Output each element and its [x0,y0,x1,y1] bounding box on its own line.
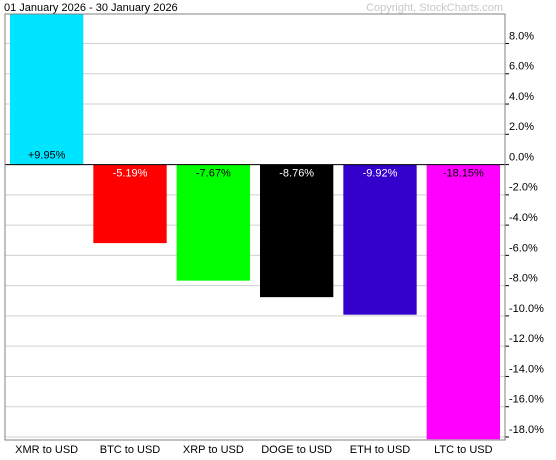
y-tick-label: 0.0% [509,151,534,163]
y-tick-label: -4.0% [509,212,538,224]
bar [176,164,250,281]
plot-border [4,13,506,441]
y-tick-label: -2.0% [509,182,538,194]
value-label: -5.19% [113,167,148,179]
y-tick-label: 6.0% [509,61,534,73]
x-tick-label: XRP to USD [183,444,244,456]
y-tick-label: -14.0% [509,363,544,375]
x-tick-label: DOGE to USD [261,444,332,456]
value-label: -8.76% [279,167,314,179]
y-tick-label: -10.0% [509,303,544,315]
x-tick-label: LTC to USD [434,444,493,456]
bar [93,164,167,244]
y-tick-label: -12.0% [509,333,544,345]
y-tick-label: 4.0% [509,91,534,103]
value-label: +9.95% [28,149,66,161]
x-tick-label: XMR to USD [15,444,78,456]
x-tick-label: ETH to USD [350,444,411,456]
value-label: -9.92% [363,167,398,179]
bar [343,164,417,315]
y-tick-label: -16.0% [509,394,544,406]
value-label: -18.15% [443,167,484,179]
bar [260,164,334,298]
y-tick-label: 8.0% [509,30,534,42]
y-tick-label: -18.0% [509,424,544,436]
y-tick-label: -8.0% [509,273,538,285]
bar [426,164,500,440]
copyright: Copyright, StockCharts.com [366,2,503,14]
chart-title: 01 January 2026 - 30 January 2026 [4,2,178,14]
y-tick-label: -6.0% [509,242,538,254]
bar [10,14,84,165]
value-label: -7.67% [196,167,231,179]
x-tick-label: BTC to USD [100,444,161,456]
y-tick-label: 2.0% [509,121,534,133]
